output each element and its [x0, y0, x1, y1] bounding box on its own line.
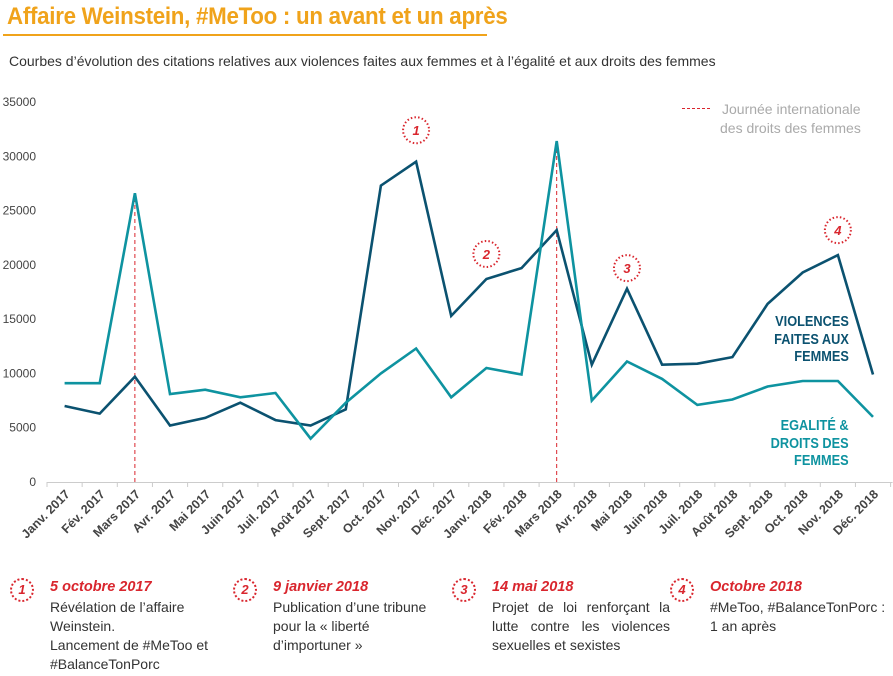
series-lines	[64, 140, 875, 441]
chart-subtitle: Courbes d’évolution des citations relati…	[9, 53, 716, 69]
series-label-violences: VIOLENCES FAITES AUX FEMMES	[774, 314, 849, 367]
annotation-number: 2	[482, 247, 491, 262]
note-date: 5 octobre 2017	[50, 579, 152, 595]
note-description: Publication d’une tribune pour la « libe…	[273, 598, 463, 655]
annotation-number: 4	[833, 223, 842, 238]
annotation-number: 3	[623, 261, 631, 276]
note-line: pour la « liberté	[273, 618, 370, 634]
note-number-badge: 3	[452, 578, 476, 602]
y-tick-label: 0	[29, 475, 36, 489]
note-number-badge: 2	[233, 578, 257, 602]
series-line	[64, 140, 874, 441]
line-chart: 0 5000 10000 15000 20000 25000 30000 35000 Janv…	[3, 95, 893, 541]
series-label-line: VIOLENCES	[775, 314, 849, 330]
note-date: 14 mai 2018	[492, 579, 574, 595]
page-title: Affaire Weinstein, #MeToo : un avant et …	[7, 3, 508, 30]
note-date: 9 janvier 2018	[273, 579, 369, 595]
y-axis: 0 5000 10000 15000 20000 25000 30000 35000	[3, 95, 37, 489]
series-label-line: EGALITÉ &	[780, 418, 849, 434]
series-line	[64, 159, 875, 427]
note-line: Weinstein.	[50, 618, 116, 634]
legend-dashed-line-icon	[682, 108, 710, 109]
y-tick-label: 25000	[3, 204, 37, 218]
note-line: #MeToo, #BalanceTonPorc :	[710, 599, 886, 615]
annotation-circle	[823, 216, 852, 245]
legend: Journée internationale des droits des fe…	[720, 100, 861, 138]
y-tick-label: 5000	[9, 421, 36, 435]
note-line: d’importuner »	[273, 637, 363, 653]
annotations: 1 2 3 4	[402, 116, 852, 283]
series-label-egalite: EGALITÉ & DROITS DES FEMMES	[771, 418, 849, 471]
series-label-line: DROITS DES	[771, 435, 849, 452]
y-tick-label: 35000	[3, 95, 37, 109]
series-label-line: FAITES AUX	[774, 331, 849, 348]
series-label-line: FEMMES	[794, 349, 849, 365]
note-description: Projet de loi renforçant la lutte contre…	[492, 599, 670, 653]
note-number-badge: 1	[10, 578, 34, 602]
series-label-line: FEMMES	[794, 453, 849, 469]
title-underline	[3, 34, 487, 36]
annotation-circle	[472, 240, 501, 268]
note-date: Octobre 2018	[710, 579, 802, 595]
note-line: Publication d’une tribune	[273, 599, 427, 615]
annotation-number: 1	[412, 123, 419, 138]
annotation-circle	[612, 254, 641, 283]
y-tick-label: 15000	[3, 312, 37, 326]
note-description: Révélation de l’affaire Weinstein. Lance…	[50, 598, 240, 674]
vertical-markers	[134, 145, 558, 482]
legend-line-1: Journée internationale	[722, 101, 861, 117]
note-line: Révélation de l’affaire	[50, 599, 185, 615]
note-line: 1 an après	[710, 618, 777, 634]
note-line: Lancement de #MeToo et	[50, 637, 208, 653]
note-line: #BalanceTonPorc	[50, 656, 160, 672]
note-number-badge: 4	[670, 578, 694, 602]
annotation-circle	[402, 116, 431, 145]
y-tick-label: 30000	[3, 149, 37, 163]
legend-line-2: des droits des femmes	[720, 120, 861, 136]
y-tick-label: 20000	[3, 258, 37, 272]
y-tick-label: 10000	[3, 366, 37, 380]
note-description: #MeToo, #BalanceTonPorc : 1 an après	[710, 598, 893, 636]
